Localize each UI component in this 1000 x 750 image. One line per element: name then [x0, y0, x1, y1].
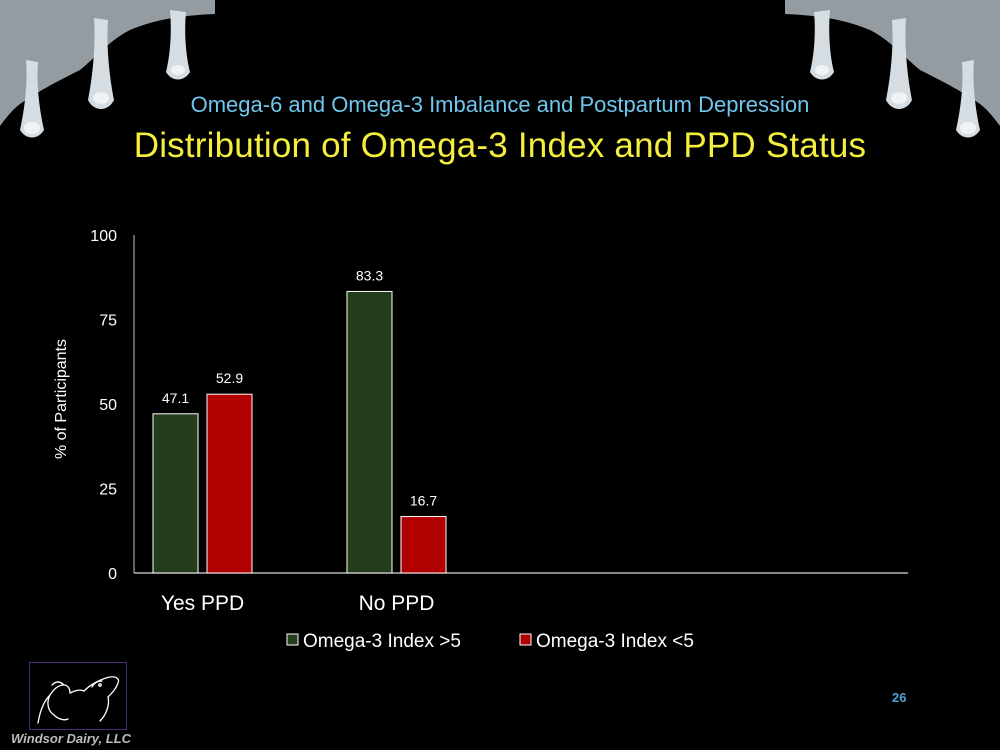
bars [152, 290, 447, 574]
y-tick-labels: 0 25 50 75 100 [90, 228, 117, 583]
legend: Omega-3 Index >5 Omega-3 Index <5 [286, 631, 694, 652]
data-label: 47.1 [162, 390, 189, 406]
legend-label: Omega-3 Index <5 [536, 631, 694, 652]
y-tick-label: 75 [99, 313, 117, 330]
data-labels: 47.1 52.9 83.3 16.7 [162, 267, 437, 508]
data-label: 16.7 [410, 493, 437, 509]
legend-swatch [286, 633, 299, 646]
y-tick-label: 0 [108, 566, 117, 583]
icicle-decoration-right [785, 0, 1000, 138]
bar [206, 393, 253, 574]
slide-title: Distribution of Omega-3 Index and PPD St… [133, 126, 867, 165]
page-number: 26 [892, 690, 907, 705]
y-axis-label: % of Participants [53, 339, 70, 459]
category-labels: Yes PPD No PPD [161, 592, 435, 615]
category-label: No PPD [359, 592, 435, 615]
company-name: Windsor Dairy, LLC [11, 731, 132, 746]
data-label: 52.9 [216, 370, 243, 386]
bar [400, 516, 447, 574]
data-label: 83.3 [356, 267, 383, 283]
y-tick-label: 25 [99, 482, 117, 499]
bar [346, 290, 393, 574]
bar [152, 413, 199, 574]
company-logo [29, 662, 127, 730]
category-label: Yes PPD [161, 592, 244, 615]
y-tick-label: 100 [90, 228, 117, 245]
slide-subtitle: Omega-6 and Omega-3 Imbalance and Postpa… [190, 92, 810, 117]
legend-label: Omega-3 Index >5 [303, 631, 461, 652]
icicle-decoration-left [0, 0, 215, 138]
y-tick-label: 50 [99, 397, 117, 414]
legend-swatch [519, 633, 532, 646]
